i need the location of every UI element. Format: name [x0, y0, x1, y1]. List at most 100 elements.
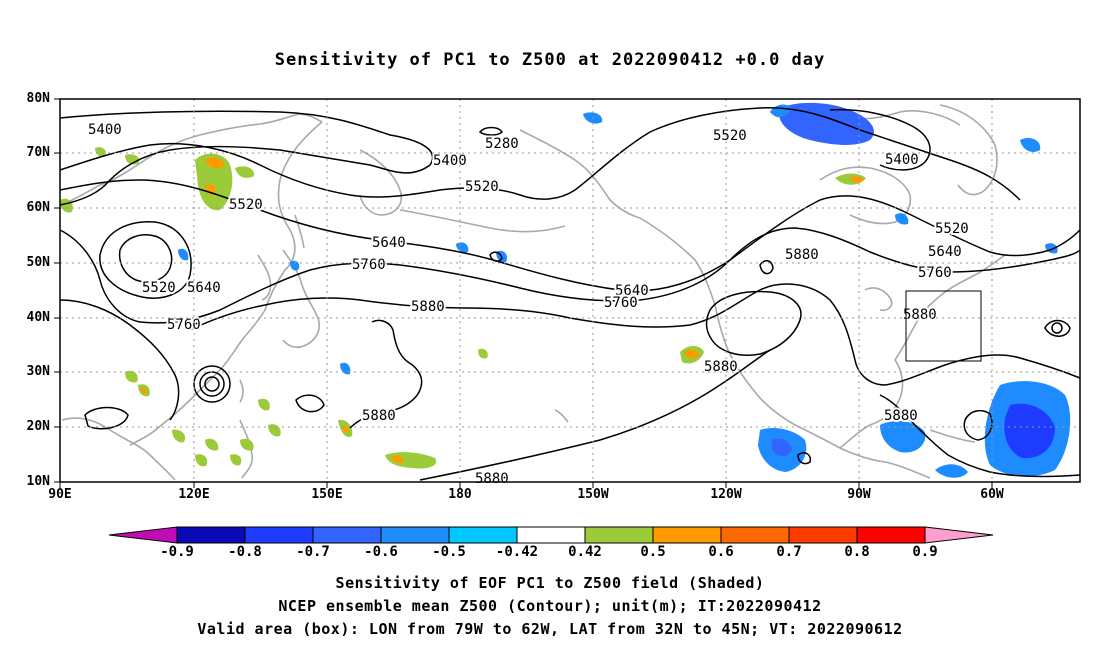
shade-green-scs-c [172, 429, 186, 443]
shade-green-ne-asia [95, 147, 106, 157]
axis-ticks [54, 98, 993, 488]
colorbar-swatch [652, 526, 722, 544]
colorbar-tick-label: -0.6 [364, 544, 398, 560]
colorbar-tick-label: -0.8 [228, 544, 262, 560]
coastline-north-america-west [639, 217, 841, 449]
contour-label-5400-b: 5400 [433, 153, 467, 169]
shade-blue-mexico-dark [772, 438, 792, 456]
colorbar-swatch [856, 526, 926, 544]
colorbar-swatch [516, 526, 586, 544]
shade-blue-greenland [1020, 138, 1041, 152]
colorbar-swatch [312, 526, 382, 544]
coastline-hawaii [554, 409, 569, 423]
lon-label-90e: 90E [48, 487, 72, 502]
contour-label-5880-f: 5880 [362, 408, 396, 424]
colorbar-tick-label: -0.42 [495, 544, 539, 560]
contour-path-scs-bubble-a [84, 406, 129, 430]
contour-path-5760 [59, 227, 1081, 324]
map-title: Sensitivity of PC1 to Z500 at 2022090412… [274, 50, 826, 70]
colorbar-tick-label: 0.42 [568, 544, 602, 560]
shade-orange-ne-pacific [684, 349, 699, 359]
contour-label-5880-e: 5880 [884, 408, 918, 424]
contour-label-5520-b: 5520 [229, 197, 263, 213]
contour-path-5880-pacific [349, 319, 423, 429]
shade-green-wp-b [240, 438, 254, 451]
coastline-great-lakes [864, 287, 893, 312]
lon-label-180: 180 [448, 487, 472, 502]
colorbar-tick-label: -0.7 [296, 544, 330, 560]
contour-label-5880-c: 5880 [903, 307, 937, 323]
contour-label-5880-d: 5880 [704, 359, 738, 375]
contour-label-5640-a: 5640 [372, 235, 406, 251]
shade-darkblue-caribbean [1004, 403, 1055, 459]
colorbar-tick-label: 0.8 [844, 544, 870, 560]
shade-blue-japan [178, 248, 189, 261]
footer-line-3: Valid area (box): LON from 79W to 62W, L… [197, 620, 903, 638]
contour-label-5520-d: 5520 [713, 128, 747, 144]
contour-path-5880-gulf [879, 394, 1081, 478]
colorbar-swatch [788, 526, 858, 544]
shade-green-wp-d [195, 454, 208, 467]
lon-label-120e: 120E [178, 487, 210, 502]
lat-label-40n: 40N [26, 310, 50, 325]
colorbar-tick-label: 0.9 [912, 544, 938, 560]
colorbar-tick-label: -0.5 [432, 544, 466, 560]
lon-label-90w: 90W [847, 487, 871, 502]
coastline-sakhalin [294, 214, 305, 249]
contour-path-mexico-bubble [797, 452, 812, 465]
colorbar-tick-label: 0.6 [708, 544, 734, 560]
shade-orange-hudson [850, 176, 864, 183]
contour-path-5640-main [59, 179, 1081, 292]
contour-path-scs-ring-a [193, 365, 231, 403]
shade-green-west [235, 166, 255, 178]
lat-label-60n: 60N [26, 200, 50, 215]
contour-path-5880-ne-pacific [705, 290, 802, 356]
contour-labels: 5400 5280 5400 5520 5520 5640 5760 5520 … [86, 120, 971, 489]
lon-label-120w: 120W [710, 487, 742, 502]
contour-label-5760-d: 5760 [918, 265, 952, 281]
contour-label-5640-d: 5640 [928, 244, 962, 260]
z500-contours [59, 107, 1081, 481]
shade-blue-pacific-a [456, 242, 469, 253]
contour-label-5880-a: 5880 [411, 299, 445, 315]
lat-label-10n: 10N [26, 474, 50, 489]
contour-path-scs-ring-c [204, 376, 220, 392]
lon-label-150e: 150E [311, 487, 343, 502]
contour-label-5520-e: 5520 [935, 221, 969, 237]
shade-blue-atlantic [895, 213, 909, 225]
contour-path-scs-bubble-b [295, 394, 325, 413]
lat-label-20n: 20N [26, 419, 50, 434]
colorbar-swatch [584, 526, 654, 544]
contour-label-5520-c: 5520 [142, 280, 176, 296]
shaded-sensitivity [60, 102, 1071, 478]
contour-path-small-pacific [489, 251, 503, 262]
shade-orange-wp-e [392, 455, 404, 464]
contour-path-5400-nw [59, 110, 434, 206]
contour-path-5880-caribbean [963, 409, 993, 441]
shade-blue-subtropical [340, 362, 351, 375]
contour-label-5400-a: 5400 [88, 122, 122, 138]
coastline-taiwan [239, 379, 244, 403]
shade-blue-gulf [880, 420, 926, 453]
contour-label-5760-c: 5760 [604, 295, 638, 311]
contour-label-5520-a: 5520 [465, 179, 499, 195]
shade-green-wp-a [205, 438, 219, 451]
shade-blue-pacific-c [290, 260, 300, 271]
coastline-hudson-bay [819, 166, 912, 225]
contour-path-west-bubble [59, 299, 180, 421]
colorbar-swatch [720, 526, 790, 544]
contour-label-5640-c: 5640 [615, 283, 649, 299]
contour-path-5640-low [99, 221, 192, 299]
contour-path-5400-ne [829, 108, 931, 171]
valid-area-box [905, 290, 982, 362]
coastline-central-america [839, 447, 931, 479]
coastline-korea [257, 254, 272, 301]
coastline-greenland [939, 104, 998, 196]
contour-path-5880-se [419, 349, 771, 481]
shade-green-midpacific [478, 348, 488, 359]
footer-line-1: Sensitivity of EOF PC1 to Z500 field (Sh… [335, 574, 765, 592]
colorbar-arrow-low [108, 526, 178, 544]
colorbar-swatch [448, 526, 518, 544]
coastline-china-east [129, 121, 323, 446]
